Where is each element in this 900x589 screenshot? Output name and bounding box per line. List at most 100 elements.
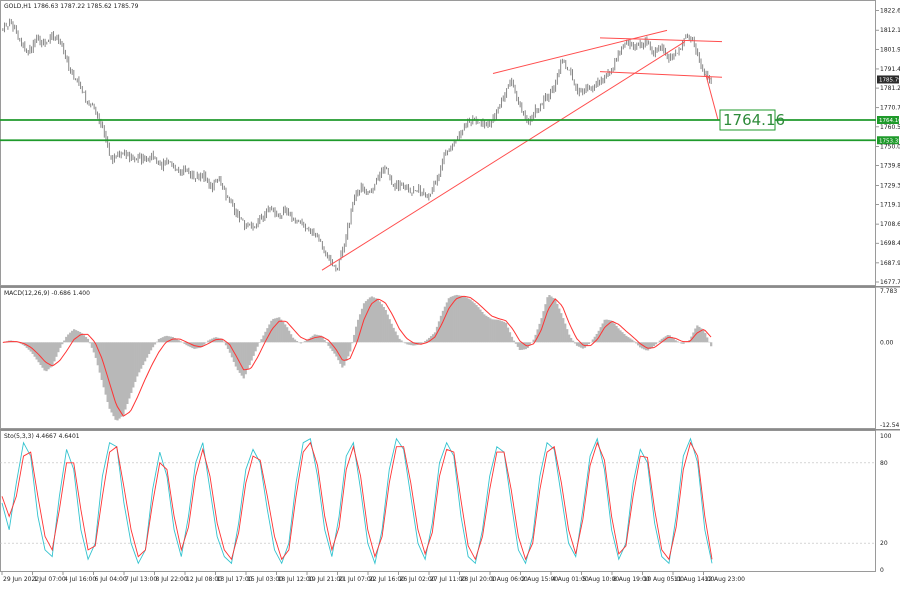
macd-histogram-bar [479, 310, 481, 343]
macd-histogram-bar [398, 339, 400, 342]
panel-separator[interactable] [0, 429, 900, 431]
macd-histogram-bar [509, 332, 511, 342]
macd-histogram-bar [477, 307, 479, 342]
macd-histogram-bar [272, 319, 274, 342]
macd-histogram-bar [446, 302, 448, 342]
macd-histogram-bar [475, 305, 477, 342]
macd-histogram-bar [288, 331, 290, 343]
macd-histogram-bar [347, 342, 349, 356]
macd-histogram-bar [180, 341, 182, 342]
macd-histogram-bar [651, 342, 653, 347]
macd-histogram-bar [554, 299, 556, 342]
macd-histogram-bar [400, 340, 402, 342]
macd-histogram-bar [339, 342, 341, 364]
macd-histogram-bar [698, 327, 700, 342]
macd-histogram-bar [572, 341, 574, 343]
macd-histogram-bar [669, 335, 671, 342]
macd-histogram-bar [164, 336, 166, 342]
macd-histogram-bar [631, 340, 633, 343]
stochastic-panel[interactable] [0, 439, 876, 564]
macd-histogram-bar [448, 298, 450, 342]
macd-histogram-bar [39, 342, 41, 365]
macd-histogram-bar [499, 320, 501, 342]
macd-histogram-bar [564, 324, 566, 343]
macd-histogram-bar [503, 322, 505, 342]
macd-histogram-bar [144, 342, 146, 361]
macd-histogram-bar [629, 338, 631, 342]
macd-histogram-bar [387, 315, 389, 343]
symbol-info-label: GOLD,H1 1786.63 1787.22 1785.62 1785.79 [4, 3, 139, 10]
macd-histogram-bar [162, 337, 164, 342]
macd-histogram-bar [633, 341, 635, 342]
macd-histogram-bar [515, 342, 517, 343]
macd-histogram-bar [109, 342, 111, 408]
price-axis-label: 1760.50 [880, 124, 900, 131]
macd-histogram-bar [136, 342, 138, 376]
macd-histogram-bar [467, 299, 469, 343]
macd-histogram-bar [365, 301, 367, 342]
stoch-panel-frame [1, 431, 876, 572]
macd-histogram-bar [57, 342, 59, 352]
macd-histogram-bar [132, 342, 134, 387]
macd-histogram-bar [588, 342, 590, 344]
macd-histogram-bar [290, 334, 292, 342]
macd-histogram-bar [710, 342, 712, 346]
price-panel-frame [1, 1, 876, 286]
macd-histogram-bar [570, 338, 572, 342]
macd-histogram-bar [456, 295, 458, 342]
macd-histogram-bar [373, 297, 375, 342]
macd-histogram-bar [440, 316, 442, 342]
price-axis-label: 1812.10 [880, 27, 900, 34]
macd-histogram-bar [134, 342, 136, 382]
price-axis-label: 1719.10 [880, 201, 900, 208]
macd-histogram-bar [36, 342, 38, 359]
macd-histogram-bar [146, 342, 148, 357]
macd-histogram-bar [294, 340, 296, 343]
macd-histogram-bar [176, 339, 178, 342]
macd-histogram-bar [497, 320, 499, 342]
macd-histogram-bar [495, 320, 497, 343]
macd-histogram-bar [682, 342, 684, 344]
macd-histogram-bar [485, 316, 487, 343]
macd-histogram-bar [653, 342, 655, 346]
macd-histogram-bar [256, 342, 258, 346]
macd-histogram-bar [462, 296, 464, 342]
macd-histogram-bar [513, 341, 515, 343]
macd-histogram-bar [410, 342, 412, 345]
macd-histogram-bar [647, 342, 649, 350]
panel-separator[interactable] [0, 286, 900, 288]
macd-histogram-bar [424, 341, 426, 342]
macd-histogram-bar [258, 342, 260, 343]
macd-histogram-bar [369, 297, 371, 342]
stoch-axis-label: 80 [880, 460, 888, 467]
macd-histogram-bar [254, 342, 256, 351]
macd-histogram-bar [578, 342, 580, 346]
macd-panel[interactable] [2, 295, 712, 420]
macd-histogram-bar [343, 342, 345, 365]
macd-histogram-bar [680, 342, 682, 343]
macd-histogram-bar [460, 296, 462, 343]
macd-histogram-bar [673, 339, 675, 343]
macd-histogram-bar [677, 341, 679, 342]
macd-histogram-bar [251, 342, 253, 360]
macd-histogram-bar [381, 304, 383, 342]
macd-histogram-bar [148, 342, 150, 354]
macd-histogram-bar [483, 314, 485, 342]
macd-histogram-bar [178, 340, 180, 342]
macd-histogram-bar [69, 333, 71, 343]
macd-histogram-bar [383, 307, 385, 342]
macd-histogram-bar [276, 318, 278, 342]
macd-histogram-bar [473, 303, 475, 342]
price-axis-label: 1781.20 [880, 85, 900, 92]
macd-histogram-bar [385, 310, 387, 342]
macd-histogram-bar [615, 326, 617, 342]
macd-histogram-bar [396, 335, 398, 342]
macd-histogram-bar [110, 342, 112, 412]
projection-line [706, 75, 718, 120]
macd-axis-label: 0.00 [880, 339, 894, 346]
macd-histogram-bar [442, 311, 444, 342]
macd-histogram-bar [327, 342, 329, 346]
